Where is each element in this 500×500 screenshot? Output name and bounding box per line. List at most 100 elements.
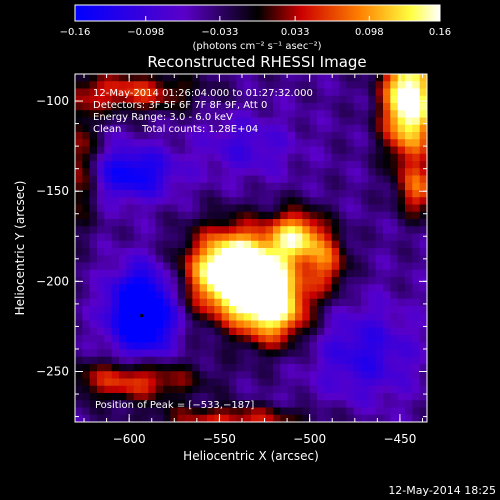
heatmap-cell [353, 349, 362, 358]
heatmap-cell [339, 306, 347, 314]
heatmap-cell [207, 226, 215, 235]
heatmap-cell [126, 117, 135, 126]
heatmap-cell [163, 211, 171, 220]
y-tick-label: −250 [36, 365, 69, 379]
heatmap-cell [214, 175, 223, 184]
heatmap-cell [273, 342, 281, 351]
heatmap-cell [199, 364, 208, 372]
heatmap-cell [229, 393, 237, 401]
heatmap-cell [111, 175, 120, 184]
heatmap-cell [177, 306, 186, 314]
heatmap-cell [331, 306, 340, 314]
heatmap-cell [324, 88, 333, 97]
heatmap-cell [383, 262, 391, 271]
heatmap-cell [229, 385, 237, 394]
heatmap-cell [405, 168, 413, 177]
heatmap-cell [339, 342, 347, 351]
heatmap-cell [405, 226, 413, 235]
heatmap-cell [419, 117, 427, 126]
x-axis-label: Heliocentric X (arcsec) [183, 449, 319, 463]
heatmap-cell [339, 182, 347, 191]
heatmap-cell [273, 385, 281, 394]
heatmap-cell [170, 219, 179, 227]
heatmap-cell [295, 248, 303, 256]
heatmap-cell [346, 117, 355, 126]
heatmap-cell [295, 139, 303, 148]
heatmap-cell [163, 233, 171, 242]
heatmap-cell [346, 197, 355, 206]
heatmap-cell [273, 378, 281, 387]
heatmap-cell [207, 255, 215, 264]
heatmap-cell [273, 233, 281, 242]
heatmap-cell [89, 74, 98, 82]
heatmap-cell [221, 81, 230, 90]
heatmap-cell [199, 95, 208, 104]
heatmap-cell [258, 298, 267, 307]
heatmap-cell [214, 378, 223, 387]
heatmap-cell [75, 371, 83, 380]
heatmap-cell [243, 139, 252, 148]
heatmap-cell [412, 81, 421, 90]
heatmap-cell [280, 175, 289, 184]
heatmap-cell [317, 342, 325, 351]
heatmap-cell [126, 342, 135, 351]
heatmap-cell [221, 371, 230, 380]
heatmap-cell [185, 349, 193, 358]
heatmap-cell [185, 262, 193, 271]
heatmap-cell [309, 110, 318, 119]
heatmap-cell [397, 335, 406, 343]
heatmap-cell [397, 204, 406, 213]
heatmap-cell [405, 233, 413, 242]
heatmap-cell [192, 103, 201, 111]
heatmap-cell [75, 124, 83, 133]
heatmap-cell [383, 175, 391, 184]
heatmap-cell [104, 204, 113, 213]
heatmap-cell [383, 190, 391, 198]
heatmap-cell [148, 277, 157, 285]
heatmap-cell [331, 349, 340, 358]
heatmap-cell [390, 146, 399, 155]
heatmap-cell [346, 182, 355, 191]
heatmap-cell [126, 226, 135, 235]
heatmap-cell [280, 277, 289, 285]
heatmap-cell [97, 255, 105, 264]
heatmap-cell [324, 313, 333, 322]
heatmap-cell [126, 219, 135, 227]
heatmap-cell [361, 356, 369, 365]
heatmap-cell [177, 124, 186, 133]
heatmap-cell [148, 298, 157, 307]
heatmap-cell [177, 364, 186, 372]
heatmap-cell [97, 342, 105, 351]
heatmap-cell [177, 240, 186, 249]
heatmap-cell [375, 240, 384, 249]
heatmap-cell [295, 298, 303, 307]
heatmap-cell [419, 182, 427, 191]
heatmap-cell [192, 313, 201, 322]
heatmap-cell [302, 284, 311, 293]
heatmap-cell [383, 139, 391, 148]
heatmap-cell [214, 342, 223, 351]
heatmap-cell [119, 81, 127, 90]
heatmap-cell [126, 168, 135, 177]
heatmap-cell [317, 248, 325, 256]
heatmap-cell [89, 371, 98, 380]
heatmap-cell [317, 407, 325, 416]
heatmap-cell [273, 219, 281, 227]
heatmap-cell [148, 313, 157, 322]
heatmap-cell [309, 168, 318, 177]
heatmap-cell [368, 117, 377, 126]
heatmap-cell [309, 219, 318, 227]
heatmap-cell [346, 88, 355, 97]
colorbar-tick-label: −0.033 [201, 27, 238, 38]
heatmap-cell [383, 407, 391, 416]
heatmap-cell [229, 233, 237, 242]
heatmap-cell [97, 161, 105, 169]
heatmap-cell [185, 168, 193, 177]
heatmap-cell [302, 414, 311, 422]
heatmap-cell [163, 414, 171, 422]
heatmap-cell [199, 110, 208, 119]
heatmap-cell [265, 139, 274, 148]
heatmap-cell [82, 132, 91, 140]
heatmap-cell [243, 306, 252, 314]
heatmap-cell [221, 88, 230, 97]
